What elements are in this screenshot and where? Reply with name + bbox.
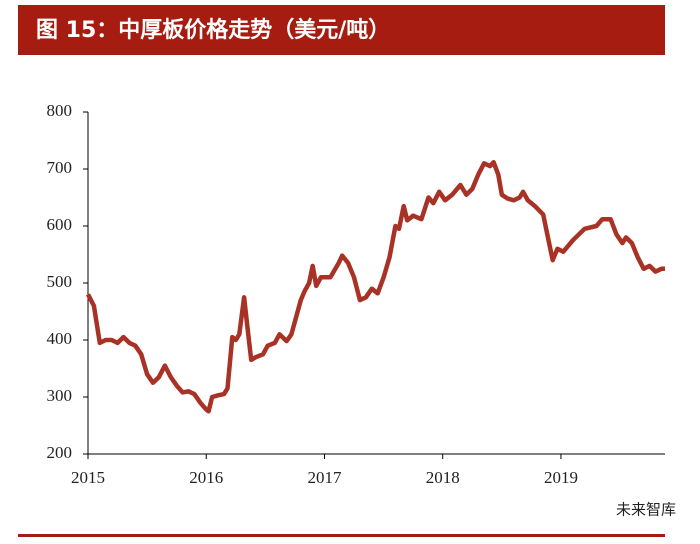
x-tick-label: 2018 [426, 468, 460, 487]
y-tick-label: 200 [47, 443, 73, 462]
x-tick-label: 2016 [189, 468, 223, 487]
bottom-rule [18, 534, 665, 537]
x-tick-label: 2019 [544, 468, 578, 487]
x-tick-label: 2017 [307, 468, 342, 487]
y-tick-label: 300 [47, 386, 73, 405]
price-line [86, 159, 665, 414]
y-tick-label: 400 [47, 329, 73, 348]
watermark: 未来智库 [616, 501, 676, 519]
y-tick-label: 700 [47, 158, 73, 177]
title-bar [18, 5, 665, 55]
chart-title: 图 15：中厚板价格走势（美元/吨） [36, 17, 390, 43]
y-tick-label: 800 [47, 101, 73, 120]
y-tick-label: 500 [47, 272, 73, 291]
x-tick-label: 2015 [71, 468, 105, 487]
y-tick-label: 600 [47, 215, 73, 234]
